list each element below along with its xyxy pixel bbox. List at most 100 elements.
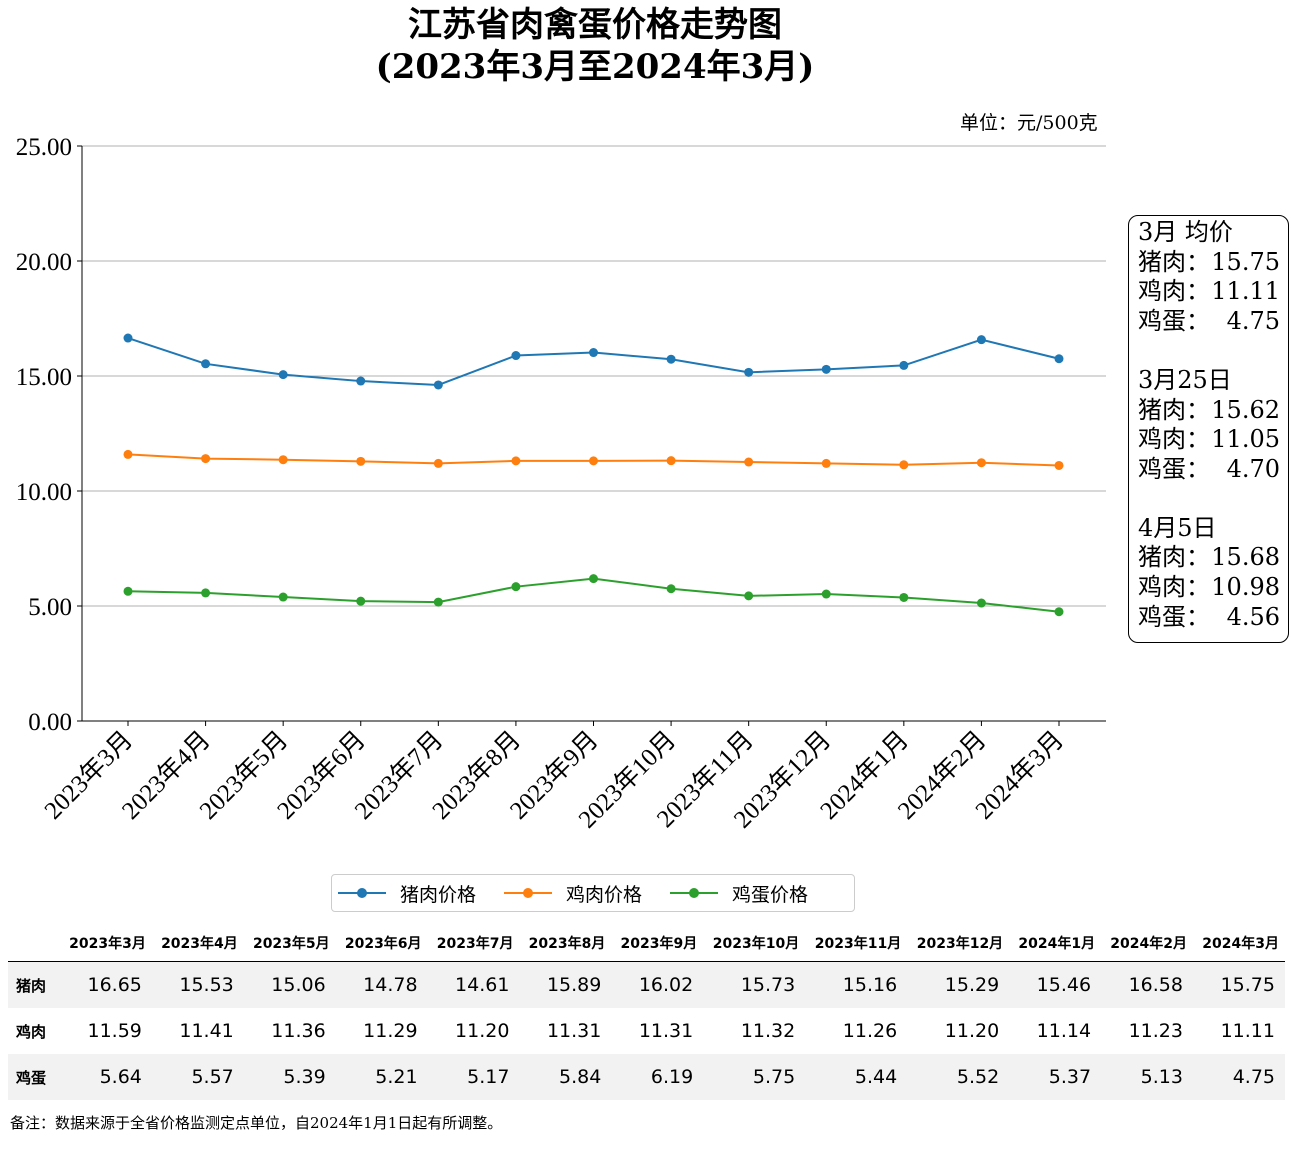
table-column-header: 2023年5月 (243, 924, 336, 962)
table-column-header: 2024年1月 (1009, 924, 1102, 962)
table-cell: 11.26 (842, 1020, 898, 1042)
grid-lines (82, 145, 1106, 607)
data-point (511, 582, 521, 592)
data-point (433, 380, 443, 390)
summary-value: 15.75 (1211, 247, 1280, 276)
data-point (589, 456, 598, 466)
table-cell: 11.59 (87, 1020, 142, 1042)
table-column-header: 2024年3月 (1192, 924, 1285, 962)
table-column-header: 2023年9月 (611, 924, 704, 962)
table-cell: 11.11 (1220, 1020, 1275, 1042)
series-2 (123, 449, 1064, 470)
table-cell: 15.75 (1192, 961, 1285, 1008)
table-row-header: 鸡肉 (16, 1022, 47, 1041)
legend-label: 鸡肉价格 (566, 883, 643, 906)
summary-value: 4.70 (1226, 454, 1280, 483)
table-cell: 11.23 (1128, 1020, 1183, 1042)
summary-value: 15.62 (1211, 395, 1280, 424)
summary-row: 鸡蛋： 4.75 (1138, 307, 1280, 337)
table-cell: 11.20 (455, 1020, 510, 1042)
data-point (278, 455, 288, 465)
summary-label: 鸡蛋： (1138, 602, 1210, 631)
data-point (123, 586, 133, 596)
series-line (127, 337, 1060, 386)
summary-label: 猪肉： (1138, 395, 1210, 424)
summary-value: 15.68 (1211, 543, 1280, 572)
data-point (821, 364, 831, 374)
data-point (201, 359, 211, 369)
table-cell: 5.52 (907, 1054, 1010, 1100)
data-point (899, 592, 909, 602)
summary-group: 3月25日 猪肉： 15.62 鸡肉： 11.05 鸡蛋： 4.70 (1138, 366, 1280, 485)
summary-heading: 3月25日 (1138, 365, 1232, 394)
table-cell: 5.64 (60, 1054, 152, 1100)
table-cell: 11.20 (944, 1020, 1000, 1042)
chart-legend: 猪肉价格 鸡肉价格 鸡蛋价格 (331, 874, 855, 912)
data-point (278, 592, 288, 602)
legend-item: 鸡肉价格 (504, 880, 642, 907)
table-cell: 11.29 (363, 1020, 418, 1042)
data-point (666, 456, 676, 466)
summary-value: 11.05 (1211, 425, 1280, 454)
table-cell: 15.16 (805, 961, 908, 1008)
table-cell: 15.29 (907, 961, 1010, 1008)
table-row-header: 鸡蛋 (8, 1054, 60, 1100)
table-column-header: 2023年4月 (151, 924, 244, 962)
table-column-header: 2023年11月 (805, 924, 908, 962)
data-point (976, 458, 986, 468)
summary-group: 3月 均价 猪肉： 15.75 鸡肉： 11.11 鸡蛋： 4.75 (1138, 218, 1280, 337)
data-point (744, 591, 754, 601)
summary-heading: 4月5日 (1138, 513, 1217, 542)
table-cell: 5.44 (805, 1054, 908, 1100)
series-lines (123, 333, 1064, 617)
table-cell: 14.61 (427, 961, 520, 1008)
summary-value: 10.98 (1211, 573, 1280, 602)
line-chart: 0.00 5.00 10.00 15.00 20.00 25.00 2023年3月2023… (16, 134, 1106, 834)
y-tick-label: 15.00 (16, 364, 72, 391)
table-cell: 16.02 (611, 961, 704, 1008)
summary-row: 猪肉： 15.75 (1138, 248, 1280, 278)
data-point (1054, 460, 1064, 470)
table-cell: 5.84 (519, 1054, 612, 1100)
table-cell: 5.37 (1009, 1054, 1102, 1100)
summary-row: 鸡肉： 10.98 (1138, 573, 1280, 603)
table-cell: 4.75 (1192, 1054, 1285, 1100)
data-point (123, 333, 133, 343)
legend-item: 鸡蛋价格 (670, 880, 808, 907)
table-cell: 5.21 (335, 1054, 428, 1100)
data-point (589, 348, 598, 358)
legend-item: 猪肉价格 (338, 880, 476, 907)
data-point (899, 360, 909, 370)
data-point (976, 598, 986, 608)
data-point (666, 584, 676, 594)
table-column-header: 2023年6月 (335, 924, 428, 962)
summary-label: 鸡肉： (1138, 425, 1210, 454)
table-cell: 15.53 (151, 961, 244, 1008)
table-row: 鸡肉 11.59 11.41 11.36 11.29 11.20 11.31 11.31 11.… (8, 1008, 1285, 1054)
data-point (511, 456, 521, 466)
data-point (821, 458, 831, 468)
summary-label: 猪肉： (1138, 247, 1210, 276)
data-point (666, 354, 676, 364)
table-cell: 15.89 (519, 961, 612, 1008)
summary-value: 4.75 (1226, 307, 1280, 336)
summary-value: 4.56 (1226, 602, 1280, 631)
y-tick-label: 20.00 (16, 249, 72, 276)
summary-group: 4月5日 猪肉： 15.68 鸡肉： 10.98 鸡蛋： 4.56 (1138, 514, 1280, 633)
table-cell: 15.46 (1009, 961, 1102, 1008)
table-cell: 5.39 (243, 1054, 336, 1100)
series-1 (123, 333, 1064, 390)
data-point (278, 370, 288, 380)
data-point (899, 460, 909, 470)
table-column-header: 2023年3月 (60, 924, 152, 962)
data-point (1054, 354, 1064, 364)
data-point (744, 367, 754, 377)
table-header-row: 2023年3月 2023年4月 2023年5月 2023年6月 2023年7月 2023年… (8, 924, 1285, 962)
summary-label: 鸡肉： (1138, 277, 1210, 306)
data-point (201, 454, 211, 464)
chart-title: 江苏省肉禽蛋价格走势图 (408, 5, 782, 45)
price-summary-box: 3月 均价 猪肉： 15.75 鸡肉： 11.11 鸡蛋： 4.75 3月25日 猪肉： 15.6… (1128, 215, 1289, 643)
data-point (356, 596, 366, 606)
table-column-header: 2023年12月 (907, 924, 1010, 962)
data-point (433, 597, 443, 607)
